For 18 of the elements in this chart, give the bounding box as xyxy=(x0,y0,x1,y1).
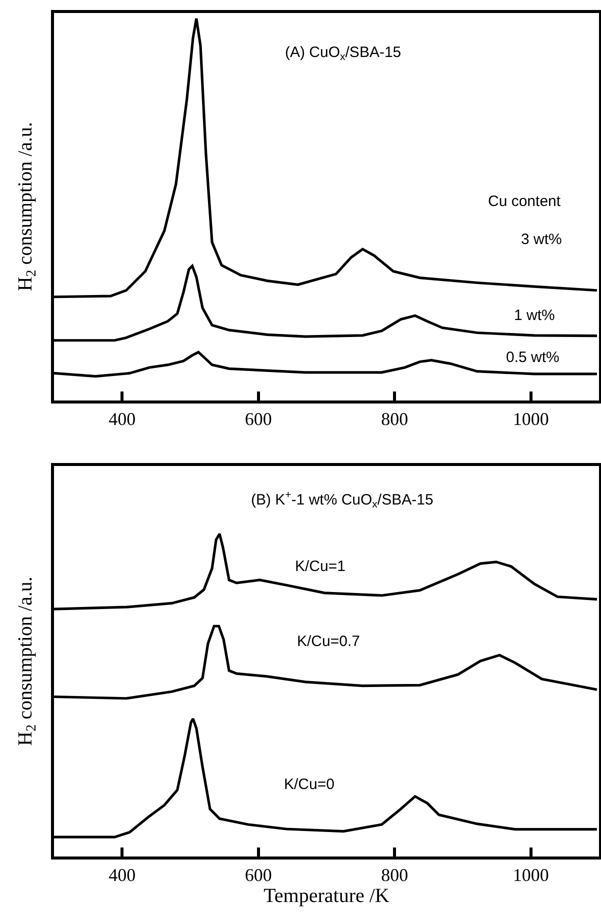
series-label: K/Cu=1 xyxy=(295,558,346,575)
x-tick-label: 600 xyxy=(244,408,272,429)
series-label: 0.5 wt% xyxy=(506,349,560,366)
x-tick-label: 600 xyxy=(244,865,272,886)
x-tick-label: 400 xyxy=(108,408,136,429)
text: K/Cu=0.7 xyxy=(297,633,360,650)
x-tick-label: 1000 xyxy=(512,865,549,886)
text: K/Cu=0 xyxy=(284,776,334,793)
text: (A) CuO$_{x}$/SBA-15 xyxy=(285,44,402,64)
x-tick-label: 400 xyxy=(108,865,136,886)
x-tick-label: 800 xyxy=(381,408,408,429)
chart-title: (B) K$^{+}$-1 wt% CuO$_{x}$/SBA-15 xyxy=(251,489,434,510)
series-label: 1 wt% xyxy=(514,307,555,324)
text: 3 wt% xyxy=(521,231,562,248)
x-axis-title: Temperature /K xyxy=(264,885,390,908)
x-tick-label: 1000 xyxy=(512,408,549,429)
legend-title: Cu content xyxy=(488,193,562,210)
x-tick-label: 800 xyxy=(381,865,408,886)
